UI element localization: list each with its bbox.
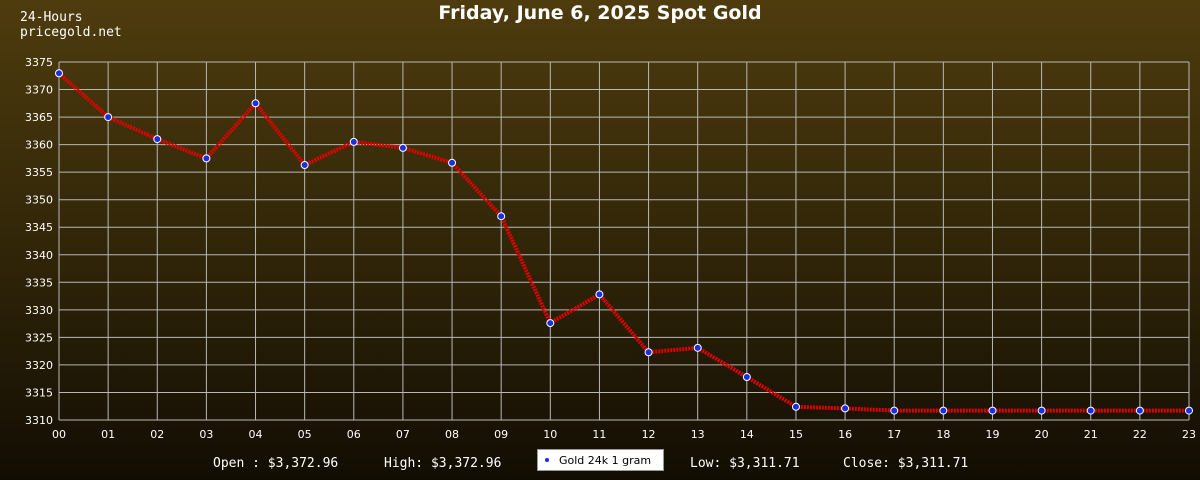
y-tick-label: 3370: [25, 84, 53, 97]
data-point: [890, 406, 899, 415]
legend-marker: [545, 458, 549, 462]
x-tick-label: 01: [101, 428, 115, 441]
x-tick-label: 16: [838, 428, 852, 441]
data-point: [251, 99, 260, 108]
low-price: Low: $3,311.71: [690, 456, 800, 471]
data-point: [939, 406, 948, 415]
data-point: [497, 212, 506, 221]
period-label: 24-Hours: [20, 10, 83, 25]
close-price: Close: $3,311.71: [843, 456, 969, 471]
x-tick-label: 07: [396, 428, 410, 441]
x-tick-label: 11: [592, 428, 606, 441]
data-point: [448, 158, 457, 167]
data-point: [398, 143, 407, 152]
x-tick-label: 17: [887, 428, 901, 441]
y-tick-label: 3335: [25, 276, 53, 289]
data-point: [791, 402, 800, 411]
y-tick-label: 3340: [25, 249, 53, 262]
data-point: [841, 404, 850, 413]
y-tick-label: 3310: [25, 414, 53, 427]
x-tick-label: 00: [52, 428, 66, 441]
data-point: [1086, 406, 1095, 415]
x-tick-label: 04: [249, 428, 263, 441]
y-tick-label: 3365: [25, 111, 53, 124]
x-tick-label: 15: [789, 428, 803, 441]
x-tick-label: 23: [1182, 428, 1196, 441]
x-tick-label: 21: [1084, 428, 1098, 441]
data-point: [742, 373, 751, 382]
data-point: [55, 69, 63, 78]
data-point: [349, 137, 358, 146]
x-tick-label: 09: [494, 428, 508, 441]
data-point: [988, 406, 997, 415]
legend-label: Gold 24k 1 gram: [559, 453, 652, 467]
x-tick-label: 12: [642, 428, 656, 441]
data-point: [104, 113, 113, 122]
data-point: [546, 319, 555, 328]
y-tick-label: 3360: [25, 139, 53, 152]
y-tick-label: 3320: [25, 359, 53, 372]
y-tick-label: 3355: [25, 166, 53, 179]
site-name: pricegold.net: [20, 25, 122, 40]
y-tick-label: 3315: [25, 386, 53, 399]
series-line: [57, 71, 1189, 413]
x-tick-label: 14: [740, 428, 754, 441]
x-tick-label: 02: [150, 428, 164, 441]
data-point: [1037, 406, 1046, 415]
data-point: [1135, 406, 1144, 415]
data-point: [153, 135, 162, 144]
open-price: Open : $3,372.96: [213, 456, 339, 471]
data-point: [300, 160, 309, 169]
x-tick-label: 18: [936, 428, 950, 441]
x-tick-label: 10: [543, 428, 557, 441]
y-tick-label: 3345: [25, 221, 53, 234]
x-tick-label: 06: [347, 428, 361, 441]
legend: Gold 24k 1 gram: [537, 449, 664, 471]
x-tick-label: 08: [445, 428, 459, 441]
data-point: [202, 154, 211, 163]
y-tick-label: 3350: [25, 194, 53, 207]
data-point: [1185, 406, 1193, 415]
x-tick-label: 20: [1035, 428, 1049, 441]
x-tick-label: 03: [199, 428, 213, 441]
x-tick-label: 19: [985, 428, 999, 441]
chart-title: Friday, June 6, 2025 Spot Gold: [438, 2, 762, 24]
y-tick-label: 3325: [25, 331, 53, 344]
data-point: [693, 343, 702, 352]
data-point: [644, 348, 653, 357]
x-tick-label: 05: [298, 428, 312, 441]
data-point: [595, 290, 604, 299]
x-tick-label: 22: [1133, 428, 1147, 441]
high-price: High: $3,372.96: [384, 456, 502, 471]
y-tick-label: 3330: [25, 304, 53, 317]
chart-header: 24-Hours pricegold.net: [20, 10, 122, 40]
x-tick-label: 13: [691, 428, 705, 441]
y-tick-label: 3375: [25, 56, 53, 69]
